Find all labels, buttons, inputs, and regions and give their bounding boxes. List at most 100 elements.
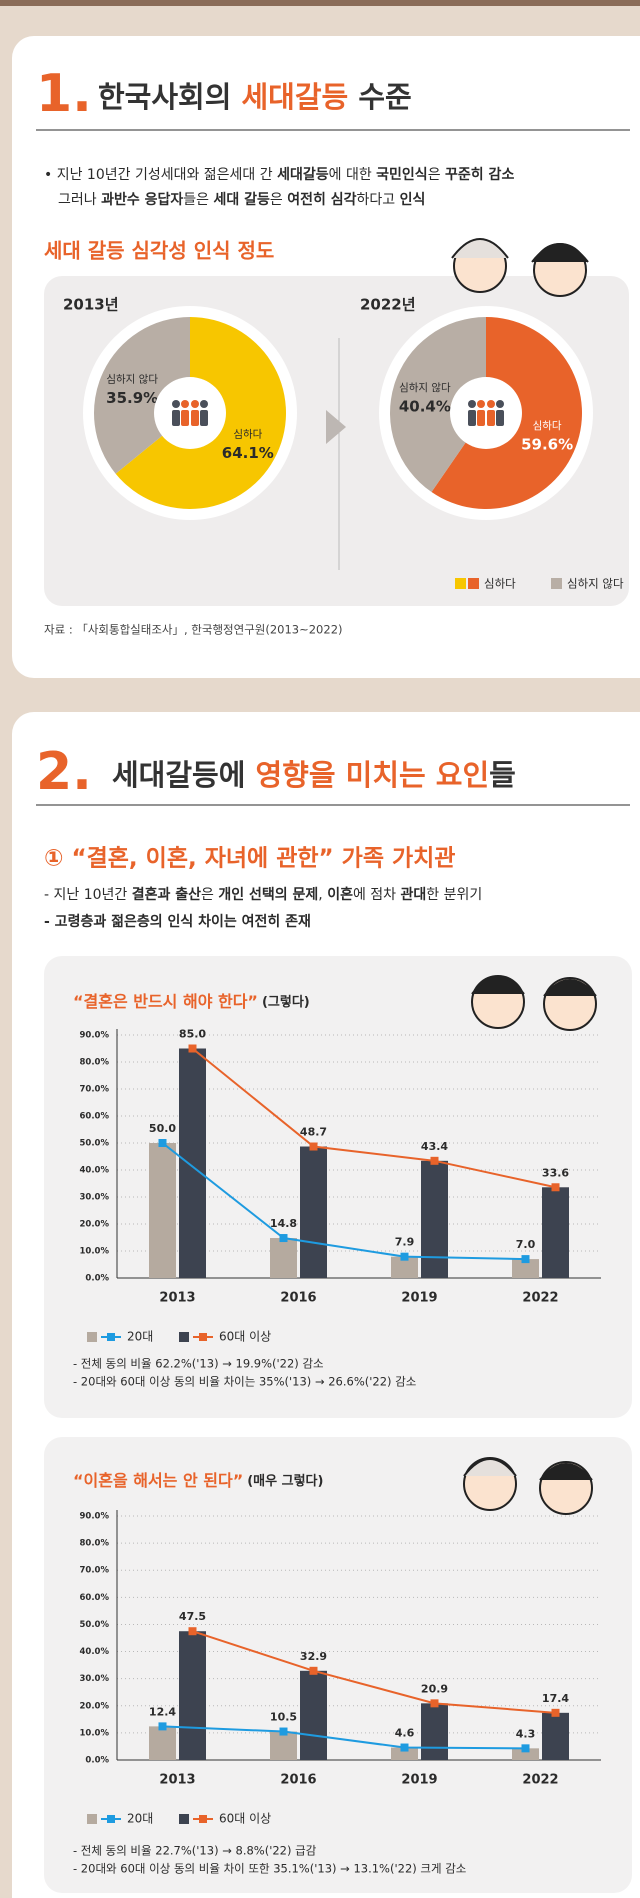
line-marker: [188, 1044, 197, 1053]
y-tick-label: 80.0%: [80, 1058, 110, 1068]
source-note: 자료 : 「사회통합실태조사」, 한국행정연구원(2013~2022): [44, 623, 343, 637]
y-tick-label: 50.0%: [80, 1620, 110, 1630]
bar: [421, 1160, 448, 1278]
line-marker: [309, 1666, 318, 1675]
value-label: 4.3: [516, 1727, 536, 1740]
pie-value-label: 40.4%: [399, 397, 451, 415]
chart-note: - 20대와 60대 이상 동의 비율 차이는 35%('13) → 26.6%…: [73, 1375, 416, 1389]
line: [191, 1047, 556, 1189]
pie-center: [450, 377, 522, 449]
people-icon: [477, 400, 485, 408]
value-label: 48.7: [300, 1126, 327, 1139]
text-run: 세대갈등: [277, 167, 329, 183]
bar: [179, 1048, 206, 1278]
chart-title-sub: (그렇다): [262, 994, 310, 1010]
line-marker: [309, 1142, 318, 1151]
line-marker: [158, 1139, 167, 1147]
bullet-text: • 지난 10년간 기성세대와 젊은세대 간 세대갈등에 대한 국민인식은 꾸준…: [44, 166, 514, 183]
text-run: 세대 갈등: [213, 192, 270, 208]
people-icon: [172, 400, 180, 408]
legend-label: 60대 이상: [219, 1330, 271, 1344]
value-label: 7.9: [395, 1236, 415, 1249]
people-icon: [468, 400, 476, 408]
legend-label: 20대: [127, 1812, 153, 1826]
y-tick-label: 30.0%: [80, 1674, 110, 1684]
section-heading: 한국사회의 세대갈등 수준: [98, 80, 412, 114]
people-icon: [181, 410, 189, 426]
text-run: 한국사회의: [98, 80, 242, 114]
x-tick-label: 2016: [280, 1291, 316, 1306]
text-run: 이혼: [327, 886, 353, 903]
x-tick-label: 2022: [522, 1291, 558, 1306]
y-tick-label: 10.0%: [80, 1728, 110, 1738]
x-tick-label: 2022: [522, 1773, 558, 1788]
line-marker: [279, 1234, 288, 1243]
legend-label: 심하지 않다: [567, 577, 624, 591]
legend-swatch: [455, 578, 466, 589]
section-subheading: ① “결혼, 이혼, 자녀에 관한” 가족 가치관: [44, 846, 455, 872]
bar: [270, 1731, 297, 1760]
text-run: 에 대한: [329, 167, 377, 183]
chart-title: “결혼은 반드시 해야 한다” (그렇다): [73, 992, 310, 1011]
line-marker: [400, 1743, 409, 1752]
bar: [391, 1747, 418, 1760]
value-label: 4.6: [395, 1727, 415, 1740]
chart-panel: [44, 956, 632, 1418]
bar: [391, 1256, 418, 1278]
people-icon: [191, 410, 199, 426]
text-run: ,: [318, 887, 327, 903]
y-tick-label: 70.0%: [80, 1085, 110, 1095]
people-icon: [477, 410, 485, 426]
people-icon: [487, 400, 495, 408]
value-label: 33.6: [542, 1166, 569, 1179]
legend-marker: [199, 1333, 207, 1341]
legend-marker: [107, 1815, 115, 1823]
pie-value-label: 35.9%: [106, 389, 158, 407]
y-tick-label: 20.0%: [80, 1701, 110, 1711]
bar: [300, 1670, 327, 1760]
text-run: 은: [201, 887, 218, 903]
y-tick-label: 50.0%: [80, 1139, 110, 1149]
text-run: - 고령층과 젊은층의 인식 차이는 여전히 존재: [44, 913, 311, 930]
bar: [179, 1631, 206, 1760]
text-run: 여전히 심각: [287, 191, 356, 208]
people-icon: [487, 410, 495, 426]
line-marker: [279, 1727, 288, 1736]
top-band: [0, 0, 640, 6]
x-tick-label: 2013: [159, 1773, 195, 1788]
value-label: 85.0: [179, 1028, 206, 1041]
pie-value-label: 64.1%: [222, 444, 274, 462]
text-run: 결혼과 출산: [132, 886, 201, 903]
legend-swatch: [87, 1332, 97, 1342]
legend-label: 20대: [127, 1330, 153, 1344]
line-marker: [521, 1255, 530, 1264]
text-run: 영향을 미치는 요인: [256, 758, 490, 792]
pie-category: 심하다: [233, 427, 262, 440]
y-tick-label: 60.0%: [80, 1112, 110, 1122]
y-tick-label: 40.0%: [80, 1647, 110, 1657]
chart-note: - 전체 동의 비율 62.2%('13) → 19.9%('22) 감소: [73, 1357, 324, 1371]
chart-title-main: “결혼은 반드시 해야 한다”: [73, 992, 258, 1011]
text-run: 세대갈등에: [112, 758, 256, 792]
text-run: 그러나: [58, 192, 101, 208]
x-tick-label: 2013: [159, 1291, 195, 1306]
people-icon: [200, 400, 208, 408]
pie-value-label: 59.6%: [521, 436, 573, 454]
y-tick-label: 10.0%: [80, 1247, 110, 1257]
bar: [421, 1703, 448, 1760]
pie-title: 2013년: [63, 296, 119, 314]
chart-title-sub: (매우 그렇다): [247, 1473, 323, 1489]
bar: [542, 1712, 569, 1760]
text-run: 관대: [401, 886, 427, 903]
x-tick-label: 2019: [401, 1291, 437, 1306]
y-tick-label: 30.0%: [80, 1193, 110, 1203]
legend-swatch: [468, 578, 479, 589]
people-icon: [496, 400, 504, 408]
text-run: 한 분위기: [426, 887, 482, 903]
bullet-text: 그러나 과반수 응답자들은 세대 갈등은 여전히 심각하다고 인식: [58, 191, 425, 208]
section-number: 1.: [36, 64, 92, 124]
people-icon: [200, 410, 208, 426]
people-icon: [181, 400, 189, 408]
text-run: 개인 선택의 문제: [218, 886, 318, 903]
